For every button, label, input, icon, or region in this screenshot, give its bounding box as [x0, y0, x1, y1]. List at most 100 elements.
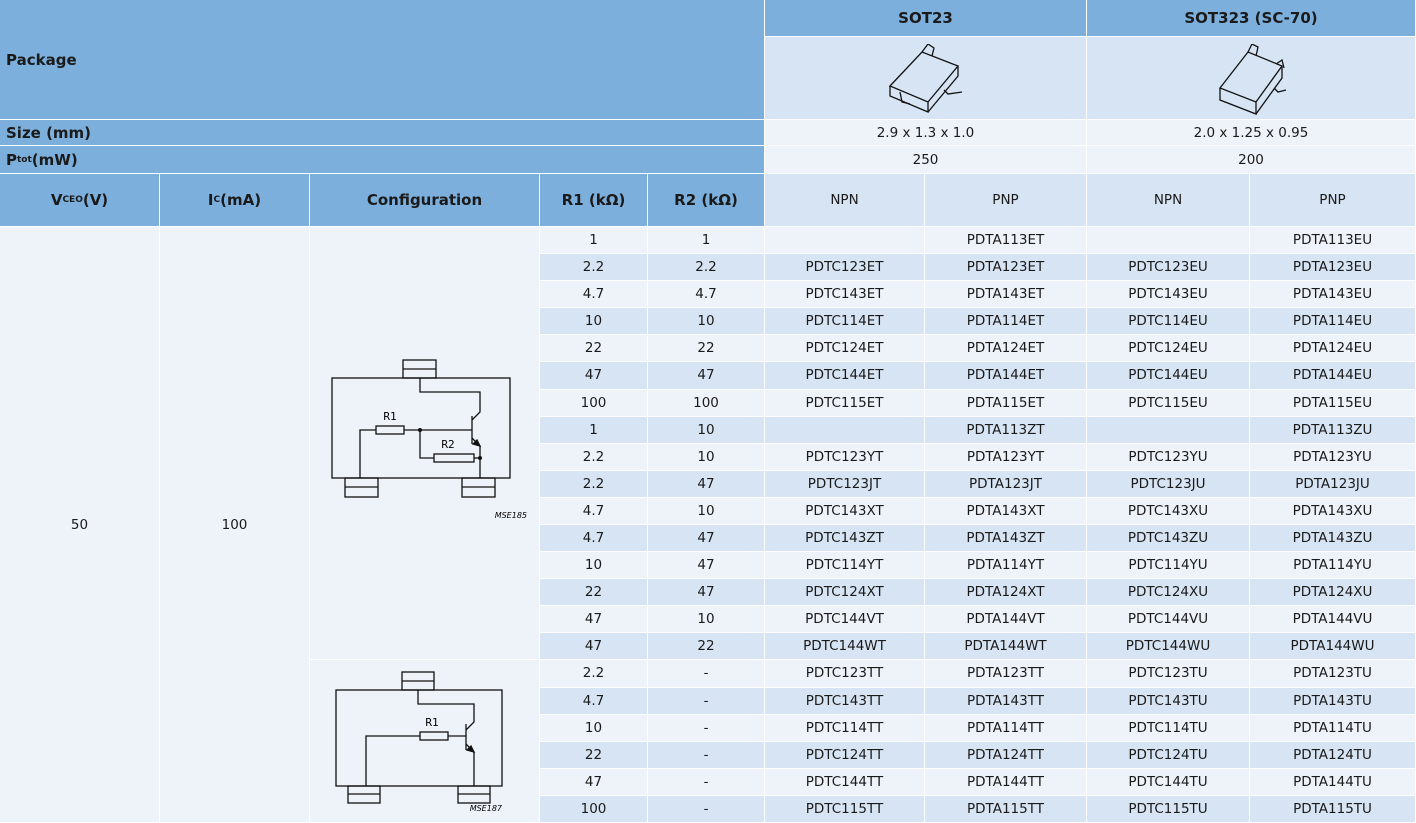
cell-text: 22	[697, 638, 715, 655]
cell-text: 10	[584, 313, 603, 330]
cell-text: 4.7	[582, 502, 605, 519]
table-cell: PDTC144VU	[1087, 606, 1250, 634]
cell-text: PDTA124TT	[967, 746, 1044, 763]
cell-text: PDTC143TT	[805, 692, 884, 709]
table-cell: PDTA114TU	[1250, 714, 1416, 742]
column-header: PNP	[1250, 174, 1416, 227]
table-cell: PDTA123TU	[1250, 660, 1416, 688]
cell-text: PDTA124TU	[1293, 746, 1372, 763]
table-cell: PDTC123JU	[1087, 470, 1250, 498]
cell-text: PDTC143ZT	[805, 530, 884, 547]
table-cell: PDTC143TT	[765, 687, 925, 715]
cell-text: 100	[221, 516, 248, 533]
table-cell: 100	[648, 389, 765, 417]
cell-text: 22	[697, 340, 715, 357]
cell-text: 22	[584, 340, 603, 357]
cell-text: PDTA123ET	[966, 259, 1045, 276]
table-cell: PDTC144VT	[765, 606, 925, 634]
ptot-value: 250	[765, 146, 1087, 174]
table-cell: PDTA124EU	[1250, 335, 1416, 363]
table-cell: PDTA124TU	[1250, 741, 1416, 769]
cell-text: PDTA115TU	[1293, 800, 1372, 817]
table-cell: PDTC124EU	[1087, 335, 1250, 363]
cell-text: 4.7	[582, 530, 605, 547]
table-cell: PDTC114YT	[765, 552, 925, 580]
table-cell: 4.7	[540, 497, 648, 525]
cell-text: PDTA123YU	[1293, 448, 1372, 465]
cell-text: PDTC123TT	[805, 665, 884, 682]
table-cell: PDTC144ET	[765, 362, 925, 390]
cell-text: PDTC123YT	[805, 448, 884, 465]
table-cell: PDTC115TU	[1087, 795, 1250, 823]
table-cell: PDTC123YT	[765, 443, 925, 471]
cell-text: PDTC124ET	[805, 340, 884, 357]
cell-text: PDTC144WT	[803, 638, 886, 655]
table-cell: PDTC143ZT	[765, 525, 925, 553]
package-outline	[331, 377, 511, 479]
cell-text: PDTA144VT	[966, 611, 1045, 628]
table-cell: 10	[648, 497, 765, 525]
wire	[359, 429, 376, 478]
cell-text: 10	[584, 557, 603, 574]
table-cell: -	[648, 741, 765, 769]
vceo-cell: 50	[0, 227, 160, 823]
cell-text: PDTC124TU	[1128, 746, 1208, 763]
table-cell: 2.2	[648, 254, 765, 282]
table-cell	[765, 416, 925, 444]
cell-text: 4.7	[582, 692, 605, 709]
cell-text: 47	[697, 475, 715, 492]
cell-text: PDTA143TT	[967, 692, 1044, 709]
table-cell: 22	[648, 633, 765, 661]
table-cell: PDTC143EU	[1087, 281, 1250, 309]
cell-text: PDTC114YU	[1128, 557, 1208, 574]
cell-text: 100	[580, 394, 607, 411]
wire	[365, 735, 420, 786]
table-cell: 47	[540, 633, 648, 661]
cell-text: NPN	[1153, 192, 1183, 208]
table-cell: PDTA144WU	[1250, 633, 1416, 661]
cell-text: PDTA144TT	[967, 773, 1044, 790]
cell-text: PDTA113ET	[966, 232, 1045, 249]
package-name: SOT23	[765, 0, 1087, 37]
cell-text: 200	[1238, 151, 1264, 168]
cell-text: PDTC144ET	[805, 367, 884, 384]
resistor-label: R1	[383, 410, 396, 423]
cell-text: PDTC143ET	[805, 286, 884, 303]
table-cell: PDTC115TT	[765, 795, 925, 823]
cell-text: V	[50, 191, 63, 209]
cell-text: 47	[697, 367, 715, 384]
size-value: 2.9 x 1.3 x 1.0	[765, 120, 1087, 146]
table-cell: 47	[648, 579, 765, 607]
table-cell: 22	[540, 579, 648, 607]
cell-text: 10	[697, 502, 715, 519]
table-cell: 2.2	[540, 254, 648, 282]
column-header: R2 (kΩ)	[648, 174, 765, 227]
table-cell: PDTC144EU	[1087, 362, 1250, 390]
resistor	[433, 453, 475, 463]
table-cell: 4.7	[540, 525, 648, 553]
cell-text: SOT23	[898, 9, 953, 27]
cell-text: -	[703, 719, 709, 736]
cell-text: PDTA124EU	[1292, 340, 1373, 357]
cell-text: PDTA115EU	[1292, 394, 1373, 411]
column-header: R1 (kΩ)	[540, 174, 648, 227]
cell-text: PDTC144TU	[1128, 773, 1208, 790]
cell-text: 2.0 x 1.25 x 0.95	[1193, 124, 1309, 141]
table-cell: 47	[648, 470, 765, 498]
table-cell: 22	[648, 335, 765, 363]
cell-text: PDTA115TT	[967, 800, 1044, 817]
cell-text: PDTA143TU	[1293, 692, 1372, 709]
package-name: SOT323 (SC-70)	[1087, 0, 1416, 37]
resistor	[375, 425, 405, 435]
package-side	[1219, 88, 1257, 115]
cell-text: 22	[584, 584, 603, 601]
table-cell: PDTA143TT	[925, 687, 1087, 715]
table-cell: PDTC123TT	[765, 660, 925, 688]
package-side	[927, 66, 959, 113]
package-image-cell	[765, 37, 1087, 120]
table-cell: 47	[648, 525, 765, 553]
cell-text: PDTA143ZU	[1292, 530, 1373, 547]
pin	[1273, 87, 1287, 93]
cell-text: 4.7	[695, 286, 717, 303]
